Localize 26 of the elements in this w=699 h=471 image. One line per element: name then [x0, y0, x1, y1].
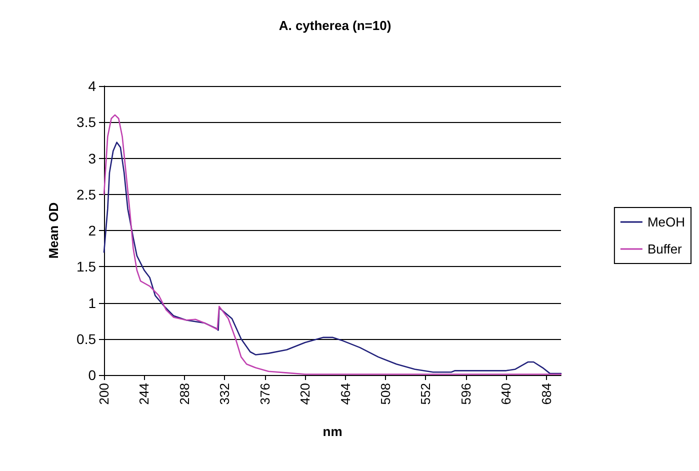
x-tick-label: 640	[498, 383, 514, 405]
x-tick-label: 376	[257, 383, 272, 405]
y-tick-label: 4	[88, 78, 96, 94]
x-tick-label: 200	[96, 383, 112, 405]
x-tick-label: 552	[418, 383, 434, 405]
chart-title: A. cytherea (n=10)	[278, 18, 392, 33]
y-tick-label: 3	[88, 150, 96, 166]
y-axis-title: Mean OD	[46, 202, 61, 259]
y-tick-label: 3.5	[76, 114, 96, 130]
x-tick-label: 596	[458, 383, 474, 405]
x-tick-label: 420	[298, 383, 313, 405]
y-tick-label: 2	[88, 222, 96, 238]
x-tick-label: 244	[136, 383, 152, 405]
x-axis-title: nm	[322, 424, 342, 439]
x-tick-label: 684	[538, 383, 554, 405]
x-tick-label: 332	[217, 383, 232, 405]
y-tick-label: 1.5	[76, 258, 96, 275]
y-tick-label: 0.5	[76, 330, 96, 347]
legend-label: Buffer	[647, 242, 683, 256]
legend-label: MeOH	[647, 214, 686, 230]
y-tick-label: 0	[88, 367, 96, 383]
y-tick-label: 1	[88, 294, 96, 311]
x-tick-label: 288	[176, 383, 192, 405]
x-tick-label: 464	[338, 383, 353, 405]
x-tick-label: 508	[378, 383, 394, 405]
y-tick-label: 2.5	[76, 186, 96, 202]
